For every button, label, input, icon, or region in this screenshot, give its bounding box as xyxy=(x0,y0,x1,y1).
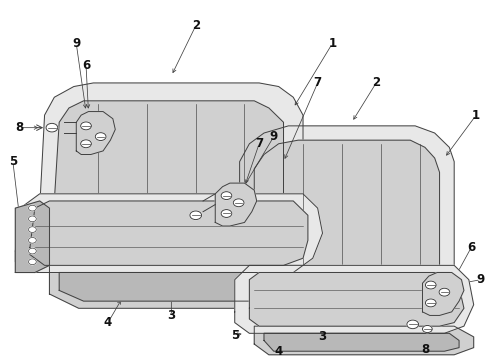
Polygon shape xyxy=(54,101,283,201)
Polygon shape xyxy=(422,273,463,315)
Circle shape xyxy=(221,210,231,217)
Circle shape xyxy=(425,299,435,307)
Circle shape xyxy=(233,199,244,207)
Polygon shape xyxy=(215,183,256,226)
Text: 3: 3 xyxy=(318,330,326,343)
Text: 4: 4 xyxy=(103,316,112,329)
Text: 3: 3 xyxy=(167,309,175,322)
Circle shape xyxy=(425,281,435,289)
Text: 6: 6 xyxy=(466,241,474,254)
Circle shape xyxy=(81,122,91,130)
Polygon shape xyxy=(59,273,317,301)
Circle shape xyxy=(28,227,36,233)
Text: 7: 7 xyxy=(255,137,263,150)
Polygon shape xyxy=(249,273,463,326)
Text: 4: 4 xyxy=(274,345,282,358)
Circle shape xyxy=(28,259,36,265)
Text: 9: 9 xyxy=(269,130,277,143)
Text: 9: 9 xyxy=(476,273,484,286)
Polygon shape xyxy=(239,126,453,280)
Circle shape xyxy=(28,205,36,211)
Circle shape xyxy=(81,140,91,148)
Polygon shape xyxy=(15,201,49,273)
Text: 2: 2 xyxy=(191,19,200,32)
Circle shape xyxy=(28,248,36,254)
Text: 8: 8 xyxy=(15,121,23,134)
Circle shape xyxy=(221,192,231,199)
Polygon shape xyxy=(40,83,303,208)
Text: 8: 8 xyxy=(420,343,428,356)
Polygon shape xyxy=(264,333,458,351)
Polygon shape xyxy=(30,201,307,265)
Text: 9: 9 xyxy=(72,37,80,50)
Text: 1: 1 xyxy=(471,109,479,122)
Polygon shape xyxy=(15,194,322,273)
Text: 6: 6 xyxy=(81,59,90,72)
Circle shape xyxy=(28,216,36,222)
Text: 1: 1 xyxy=(327,37,336,50)
Circle shape xyxy=(422,325,431,333)
Text: 5: 5 xyxy=(230,329,238,342)
Circle shape xyxy=(189,211,201,220)
Circle shape xyxy=(438,288,449,296)
Circle shape xyxy=(28,238,36,243)
Text: 5: 5 xyxy=(9,155,17,168)
Circle shape xyxy=(46,123,58,132)
Text: 2: 2 xyxy=(371,76,380,89)
Polygon shape xyxy=(49,265,327,308)
Circle shape xyxy=(95,133,106,140)
Circle shape xyxy=(406,320,418,329)
Polygon shape xyxy=(234,265,473,333)
Polygon shape xyxy=(76,112,115,154)
Text: 7: 7 xyxy=(313,76,321,89)
Polygon shape xyxy=(254,140,439,276)
Polygon shape xyxy=(254,326,473,355)
